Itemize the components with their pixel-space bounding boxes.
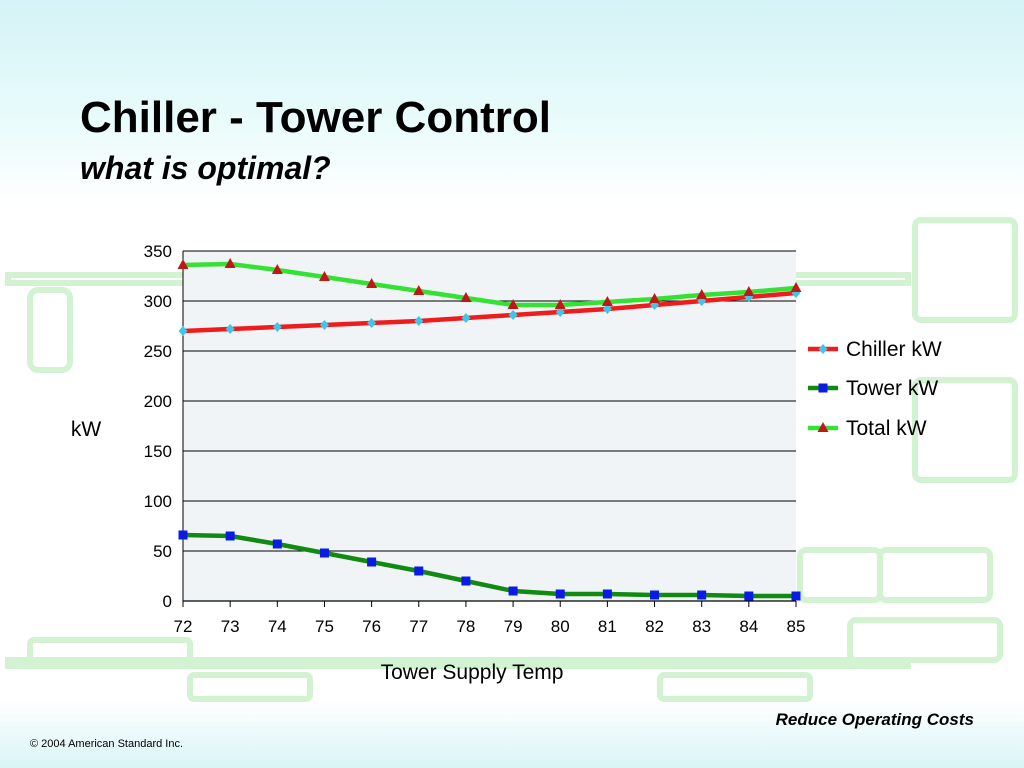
- data-point-tower-kw: [555, 589, 565, 599]
- data-point-tower-kw: [178, 530, 188, 540]
- data-point-total-kw: [413, 285, 425, 295]
- data-point-tower-kw: [697, 590, 707, 600]
- x-tick-label: 75: [315, 617, 334, 636]
- x-tick-label: 72: [174, 617, 193, 636]
- data-point-chiller-kw: [178, 326, 188, 336]
- x-tick-label: 78: [456, 617, 475, 636]
- data-point-chiller-kw: [508, 310, 518, 320]
- data-point-tower-kw: [508, 586, 518, 596]
- data-point-total-kw: [649, 293, 661, 303]
- data-point-chiller-kw: [225, 324, 235, 334]
- y-tick-label: 100: [144, 492, 172, 511]
- plot-area: [183, 251, 796, 601]
- x-tick-label: 84: [739, 617, 758, 636]
- data-point-tower-kw: [414, 566, 424, 576]
- y-tick-label: 200: [144, 392, 172, 411]
- x-tick-label: 85: [787, 617, 806, 636]
- footer-tagline: Reduce Operating Costs: [775, 710, 974, 729]
- data-point-total-kw: [271, 264, 283, 274]
- data-point-tower-kw: [461, 576, 471, 586]
- series-line-total-kw: [182, 261, 797, 308]
- legend-label-total-kw: Total kW: [846, 417, 927, 440]
- x-tick-label: 80: [551, 617, 570, 636]
- data-point-tower-kw: [272, 539, 282, 549]
- data-point-chiller-kw: [461, 313, 471, 323]
- x-tick-label: 83: [692, 617, 711, 636]
- data-point-total-kw: [554, 299, 566, 309]
- y-axis-label: kW: [71, 418, 102, 441]
- data-point-tower-kw: [602, 589, 612, 599]
- x-tick-label: 82: [645, 617, 664, 636]
- data-point-total-kw: [224, 258, 236, 268]
- legend-label-tower-kw: Tower kW: [846, 377, 938, 400]
- data-point-total-kw: [366, 278, 378, 288]
- x-tick-label: 73: [221, 617, 240, 636]
- data-point-tower-kw: [791, 591, 801, 601]
- series-line-chiller-kw: [182, 290, 797, 334]
- legend-marker-chiller-kw: [818, 344, 828, 354]
- slide-title: Chiller - Tower Control: [80, 93, 551, 142]
- data-point-tower-kw: [744, 591, 754, 601]
- x-tick-label: 74: [268, 617, 287, 636]
- data-point-chiller-kw: [602, 304, 612, 314]
- data-point-total-kw: [743, 286, 755, 296]
- x-tick-label: 76: [362, 617, 381, 636]
- data-point-total-kw: [601, 296, 613, 306]
- x-axis-label: Tower Supply Temp: [381, 661, 564, 684]
- y-tick-label: 300: [144, 292, 172, 311]
- data-point-chiller-kw: [367, 318, 377, 328]
- y-tick-label: 350: [144, 242, 172, 261]
- data-point-total-kw: [318, 271, 330, 281]
- data-point-total-kw: [696, 289, 708, 299]
- x-tick-label: 77: [409, 617, 428, 636]
- data-point-total-kw: [790, 282, 802, 292]
- series-line-tower-kw: [182, 532, 796, 599]
- legend-label-chiller-kw: Chiller kW: [846, 338, 942, 361]
- y-tick-label: 50: [153, 542, 172, 561]
- y-tick-label: 150: [144, 442, 172, 461]
- slide-subtitle: what is optimal?: [80, 150, 331, 186]
- data-point-chiller-kw: [272, 322, 282, 332]
- data-point-tower-kw: [650, 590, 660, 600]
- data-point-chiller-kw: [319, 320, 329, 330]
- legend-marker-total-kw: [817, 422, 829, 432]
- y-tick-label: 250: [144, 342, 172, 361]
- y-tick-label: 0: [163, 592, 172, 611]
- data-point-total-kw: [507, 299, 519, 309]
- data-point-tower-kw: [319, 548, 329, 558]
- copyright-notice: © 2004 American Standard Inc.: [30, 738, 184, 750]
- x-tick-label: 79: [504, 617, 523, 636]
- legend-marker-tower-kw: [818, 383, 828, 393]
- data-point-total-kw: [177, 259, 189, 269]
- x-tick-label: 81: [598, 617, 617, 636]
- data-point-chiller-kw: [555, 307, 565, 317]
- data-point-chiller-kw: [414, 316, 424, 326]
- data-point-total-kw: [460, 292, 472, 302]
- data-point-tower-kw: [225, 531, 235, 541]
- data-point-tower-kw: [367, 557, 377, 567]
